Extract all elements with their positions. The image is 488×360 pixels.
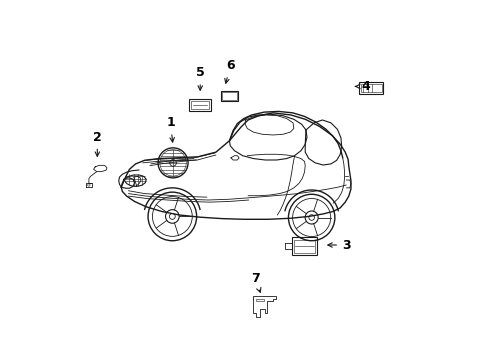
Text: 2: 2: [93, 131, 102, 156]
Text: 4: 4: [355, 80, 369, 93]
Bar: [190, 101, 209, 109]
Text: 5: 5: [195, 66, 204, 90]
Text: 3: 3: [327, 239, 350, 252]
Text: 6: 6: [224, 59, 234, 83]
Bar: [360, 84, 381, 92]
Bar: [291, 237, 317, 255]
Bar: [255, 299, 263, 301]
Bar: [293, 240, 315, 252]
Text: 7: 7: [250, 272, 260, 292]
Bar: [221, 91, 238, 102]
Bar: [222, 92, 236, 100]
Text: 1: 1: [166, 116, 175, 142]
Bar: [189, 99, 210, 111]
Bar: [358, 82, 383, 94]
